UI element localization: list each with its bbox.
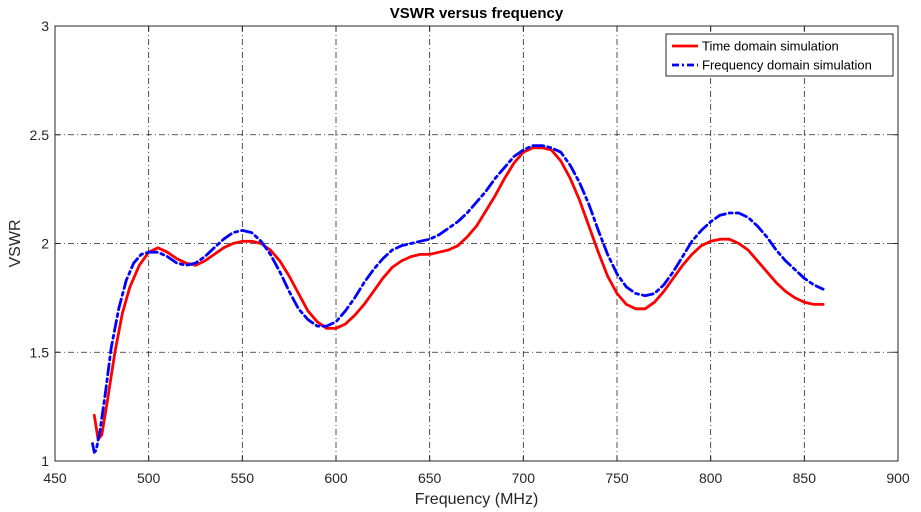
legend-label-time-domain: Time domain simulation [702,39,839,54]
x-axis-label: Frequency (MHz) [415,491,539,508]
series-line-time-domain [92,146,825,441]
x-tick-label: 850 [793,470,817,486]
y-axis-label: VSWR [7,220,24,268]
y-tick-labels: 1 1.5 2 2.5 3 [30,18,50,469]
y-tick-label: 3 [41,18,49,34]
y-tick-label: 1 [41,453,49,469]
x-tick-labels: 450 500 550 600 650 700 750 800 850 900 [43,470,910,486]
x-tick-label: 600 [324,470,348,486]
x-tick-label: 900 [886,470,910,486]
legend: Time domain simulation Frequency domain … [665,33,894,77]
tick-marks [54,25,899,462]
x-tick-label: 800 [699,470,723,486]
y-tick-label: 2 [41,236,49,252]
y-tick-label: 2.5 [30,127,50,143]
x-tick-label: 500 [137,470,161,486]
series-layer [91,144,825,454]
x-tick-label: 750 [605,470,629,486]
x-tick-label: 450 [43,470,67,486]
x-tick-label: 650 [418,470,442,486]
legend-label-frequency-domain: Frequency domain simulation [702,58,872,73]
grid-lines [55,26,898,461]
legend-box [665,33,894,77]
y-tick-label: 1.5 [30,344,50,360]
chart-title: VSWR versus frequency [390,5,564,22]
series-line-frequency-domain [91,144,825,454]
x-tick-label: 550 [231,470,255,486]
x-tick-label: 700 [512,470,536,486]
